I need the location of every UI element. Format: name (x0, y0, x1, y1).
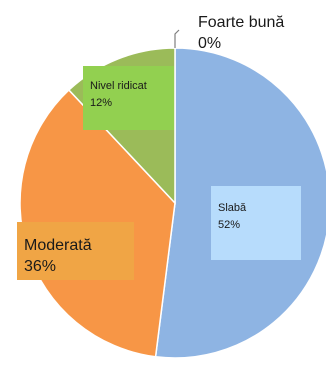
data-label-category: Moderată (24, 237, 92, 254)
data-label-percent: 36% (24, 258, 56, 275)
data-labels: Slabă 52% Moderată 36% Nivel ridicat 12% Foart… (17, 14, 301, 280)
data-label-slaba: Slabă 52% (211, 186, 301, 260)
data-label-box (83, 66, 174, 130)
data-label-moderata: Moderată 36% (17, 222, 134, 280)
data-label-percent: 52% (218, 219, 240, 231)
data-label-foarte-buna: Foarte bună 0% (198, 14, 284, 52)
data-label-percent: 0% (198, 35, 221, 52)
leader-line (174, 29, 180, 48)
data-label-box (17, 222, 134, 280)
data-label-percent: 12% (90, 97, 112, 109)
data-label-category: Slabă (218, 202, 247, 214)
data-label-category: Nivel ridicat (90, 80, 147, 92)
data-label-nivel-ridicat: Nivel ridicat 12% (83, 66, 174, 130)
data-label-box (211, 186, 301, 260)
data-label-category: Foarte bună (198, 14, 284, 31)
